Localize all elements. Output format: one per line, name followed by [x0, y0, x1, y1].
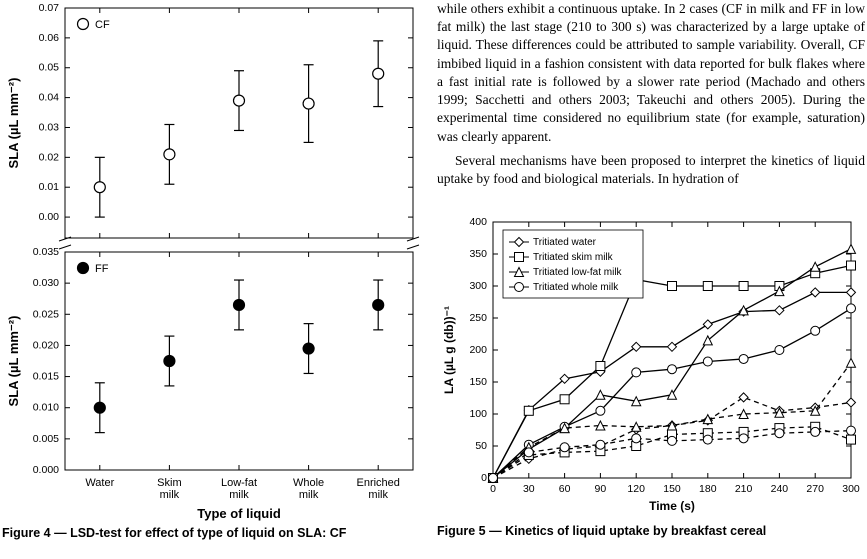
y-axis-label: SLA (µL mm⁻²): [6, 316, 21, 407]
svg-text:240: 240: [771, 483, 789, 495]
svg-text:0.015: 0.015: [33, 371, 59, 383]
svg-text:0.035: 0.035: [33, 246, 59, 258]
svg-text:0.030: 0.030: [33, 277, 59, 289]
svg-text:Tritiated low-fat milk: Tritiated low-fat milk: [533, 267, 623, 278]
svg-text:milk: milk: [368, 489, 388, 501]
svg-text:0.010: 0.010: [33, 402, 59, 414]
svg-text:210: 210: [735, 483, 753, 495]
figure-5-caption: Figure 5 — Kinetics of liquid uptake by …: [435, 520, 867, 538]
svg-text:Type of liquid: Type of liquid: [197, 506, 281, 521]
figure-5-chart: 0 30 60 90 120 150 180 210 240 270 300 0 50 100 150 200…: [435, 210, 865, 520]
figure-4-chart: 0.00 0.01 0.02 0.03 0.04 0.05 0.06 0.07 SLA (µL …: [0, 0, 428, 522]
svg-text:100: 100: [469, 408, 487, 420]
svg-text:0.005: 0.005: [33, 433, 59, 445]
svg-text:400: 400: [469, 216, 487, 228]
svg-text:150: 150: [469, 376, 487, 388]
svg-text:milk: milk: [299, 489, 319, 501]
svg-text:0.025: 0.025: [33, 308, 59, 320]
svg-text:milk: milk: [160, 489, 180, 501]
svg-text:0.02: 0.02: [39, 151, 60, 163]
figure-4-caption: Figure 4 — LSD-test for effect of type o…: [0, 522, 430, 540]
svg-text:Low-fat: Low-fat: [221, 477, 257, 489]
svg-text:Tritiated whole milk: Tritiated whole milk: [533, 282, 619, 293]
svg-text:350: 350: [469, 248, 487, 260]
left-column: 0.00 0.01 0.02 0.03 0.04 0.05 0.06 0.07 SLA (µL …: [0, 0, 430, 559]
svg-text:CF: CF: [95, 19, 110, 31]
svg-text:0.05: 0.05: [39, 62, 60, 74]
svg-text:0.01: 0.01: [39, 181, 60, 193]
svg-text:0.03: 0.03: [39, 121, 60, 133]
svg-text:180: 180: [699, 483, 717, 495]
svg-text:200: 200: [469, 344, 487, 356]
svg-text:300: 300: [469, 280, 487, 292]
svg-text:90: 90: [595, 483, 607, 495]
svg-text:milk: milk: [229, 489, 249, 501]
svg-text:0.04: 0.04: [39, 92, 60, 104]
svg-text:Enriched: Enriched: [356, 477, 399, 489]
y-axis-label: SLA (µL mm⁻²): [6, 78, 21, 169]
svg-text:0: 0: [490, 483, 496, 495]
svg-text:0.020: 0.020: [33, 339, 59, 351]
svg-text:Tritiated skim milk: Tritiated skim milk: [533, 252, 614, 263]
svg-text:Tritiated water: Tritiated water: [533, 237, 597, 248]
svg-text:300: 300: [842, 483, 860, 495]
body-text-2: Several mechanisms have been proposed to…: [435, 152, 867, 194]
svg-text:0.07: 0.07: [39, 2, 60, 14]
svg-text:270: 270: [806, 483, 824, 495]
body-text-1: while others exhibit a continuous uptake…: [435, 0, 867, 152]
svg-text:LA (µL g (db))⁻¹: LA (µL g (db))⁻¹: [442, 306, 456, 394]
svg-text:Time (s): Time (s): [649, 499, 695, 513]
svg-text:50: 50: [475, 440, 487, 452]
svg-text:150: 150: [663, 483, 681, 495]
svg-text:250: 250: [469, 312, 487, 324]
svg-text:0: 0: [481, 472, 487, 484]
svg-text:0.000: 0.000: [33, 464, 59, 476]
svg-text:0.00: 0.00: [39, 211, 60, 223]
svg-text:Water: Water: [85, 477, 114, 489]
svg-text:0.06: 0.06: [39, 32, 60, 44]
right-column: while others exhibit a continuous uptake…: [435, 0, 867, 559]
svg-text:FF: FF: [95, 263, 109, 275]
svg-text:Whole: Whole: [293, 477, 324, 489]
svg-text:60: 60: [559, 483, 571, 495]
svg-text:Skim: Skim: [157, 477, 181, 489]
svg-text:30: 30: [523, 483, 535, 495]
svg-text:120: 120: [627, 483, 645, 495]
